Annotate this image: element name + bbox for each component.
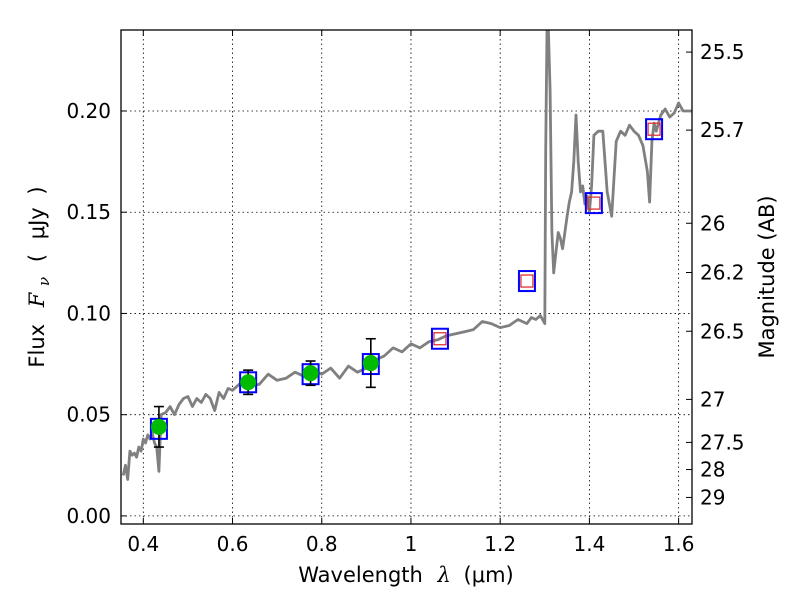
observed-point <box>362 355 379 372</box>
spectrum-line <box>121 30 692 481</box>
right-tick-label: 29 <box>700 485 725 509</box>
y-tick-label: 0.10 <box>66 301 111 325</box>
y-axis-symbol: F <box>25 291 49 308</box>
y-axis-paren-open: ( <box>25 254 49 262</box>
right-tick-label: 25.7 <box>700 118 745 142</box>
x-tick-label: 1 <box>405 532 418 556</box>
x-axis-label-text: Wavelength <box>298 563 423 587</box>
upper-limit-marker <box>647 122 661 136</box>
x-axis-unit: (μm) <box>464 563 514 587</box>
x-axis-label: Wavelength λ (μm) <box>298 563 513 587</box>
upper-limit-marker <box>433 332 447 346</box>
upper-limit-marker <box>520 274 534 288</box>
y-axis-paren-close: ) <box>25 186 49 194</box>
x-tick-label: 1.4 <box>573 532 605 556</box>
y-axis-unit: μJy <box>25 207 49 239</box>
upper-limit-marker <box>587 196 601 210</box>
y-tick-label: 0.20 <box>66 99 111 123</box>
x-tick-label: 0.6 <box>217 532 249 556</box>
model-box-marker <box>430 327 449 350</box>
y-axis-label: Flux F ν ( μJy ) <box>25 186 54 367</box>
observed-point <box>240 374 257 391</box>
right-tick-label: 26.5 <box>700 319 745 343</box>
axes-ticks: 0.4 0.6 0.8 1 1.2 1.4 1.6 0.00 0.05 0.10 0.15 0.20 2… <box>66 30 745 556</box>
x-tick-label: 1.6 <box>663 532 695 556</box>
x-tick-label: 1.2 <box>484 532 516 556</box>
plot-frame <box>120 29 693 525</box>
y-axis-label-text: Flux <box>25 324 49 368</box>
y-axis-right-label: Magnitude (AB) <box>755 195 779 358</box>
y-tick-label: 0.15 <box>66 200 111 224</box>
grid <box>121 30 692 524</box>
x-axis-symbol: λ <box>437 563 451 587</box>
model-box-marker <box>645 118 664 141</box>
x-tick-label: 0.8 <box>306 532 338 556</box>
plot-area <box>121 30 692 481</box>
right-tick-label: 27.5 <box>700 430 745 454</box>
right-tick-label: 26.2 <box>700 260 745 284</box>
model-box-marker <box>517 270 536 293</box>
right-tick-label: 26 <box>700 211 725 235</box>
right-tick-label: 28 <box>700 458 725 482</box>
right-tick-label: 27 <box>700 387 725 411</box>
x-tick-label: 0.4 <box>127 532 159 556</box>
observed-point <box>302 365 319 382</box>
right-tick-label: 25.5 <box>700 40 745 64</box>
y-tick-label: 0.00 <box>66 504 111 528</box>
observed-point <box>150 418 167 435</box>
model-box-marker <box>584 192 603 215</box>
y-tick-label: 0.05 <box>66 403 111 427</box>
y-axis-subscript: ν <box>35 277 53 286</box>
